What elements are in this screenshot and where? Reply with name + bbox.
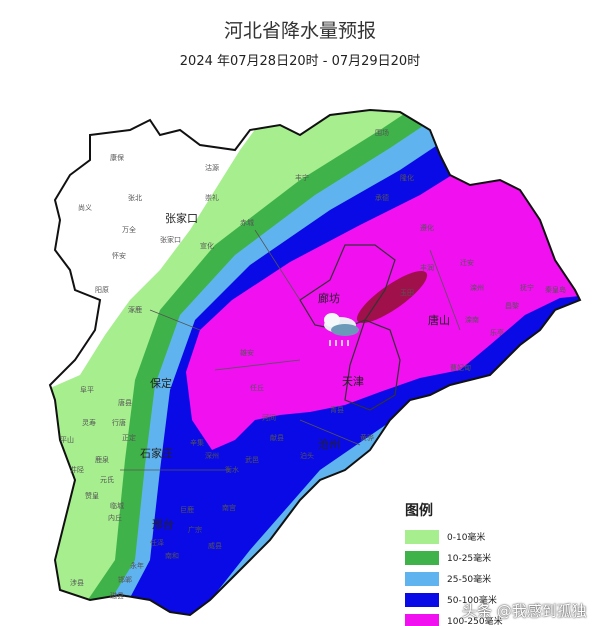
legend-item: 50-100毫米 — [405, 589, 503, 610]
city-label-minor: 阳原 — [95, 285, 109, 294]
city-label-major: 邢台 — [152, 517, 174, 531]
city-label-major: 廊坊 — [318, 291, 340, 305]
legend-item: 0-10毫米 — [405, 526, 503, 547]
city-label-minor: 承德 — [375, 193, 389, 202]
city-label-minor: 尚义 — [78, 203, 92, 212]
city-label-minor: 涉县 — [70, 578, 84, 587]
city-label-major: 张家口 — [165, 211, 198, 225]
city-label-minor: 平山 — [60, 435, 74, 444]
legend-swatch — [405, 550, 439, 565]
city-label-major: 天津 — [342, 375, 364, 388]
legend-label: 10-25毫米 — [447, 554, 492, 564]
city-label-minor: 丰润 — [420, 263, 434, 272]
city-label-minor: 任泽 — [150, 538, 164, 547]
map-title: 河北省降水量预报 — [223, 20, 376, 42]
city-label-minor: 青县 — [330, 405, 344, 414]
city-label-minor: 磁县 — [110, 591, 124, 600]
city-label-minor: 深州 — [205, 451, 219, 460]
city-label-minor: 正定 — [122, 433, 136, 442]
city-label-minor: 围场 — [375, 128, 389, 137]
city-label-minor: 隆化 — [400, 173, 414, 182]
city-label-minor: 灵寿 — [82, 418, 96, 427]
legend-label: 25-50毫米 — [447, 575, 492, 585]
city-label-minor: 滦州 — [470, 283, 484, 292]
city-label-minor: 河间 — [262, 414, 276, 422]
city-label-minor: 鹿泉 — [95, 455, 109, 464]
city-label-minor: 武邑 — [245, 455, 259, 464]
city-label-minor: 昌黎 — [505, 301, 519, 310]
legend-title: 图例 — [405, 503, 433, 519]
city-borders — [120, 229, 461, 471]
city-label-minor: 井陉 — [70, 465, 84, 474]
city-label-minor: 万全 — [122, 225, 136, 234]
city-label-minor: 秦皇岛 — [545, 285, 566, 294]
city-label-minor: 雄安 — [240, 348, 254, 357]
city-label-minor: 泊头 — [300, 451, 314, 460]
city-label-minor: 威县 — [208, 541, 222, 550]
city-label-minor: 永年 — [130, 561, 144, 570]
legend-swatch — [405, 529, 439, 544]
city-label-minor: 阜平 — [80, 385, 94, 394]
city-label-minor: 衡水 — [225, 465, 239, 474]
city-label-minor: 滦南 — [465, 315, 479, 324]
city-label-minor: 广宗 — [188, 525, 202, 534]
city-label-minor: 行唐 — [112, 418, 126, 427]
legend: 图例 0-10毫米 10-25毫米 25-50毫米 50-100毫米 100-250毫米 — [405, 500, 503, 626]
zone-250-plus — [356, 270, 428, 324]
legend-label: 100-250毫米 — [447, 617, 503, 626]
city-label-minor: 康保 — [110, 153, 124, 162]
city-label-minor: 唐县 — [118, 398, 132, 407]
city-label-minor: 迁安 — [460, 258, 474, 267]
city-label-minor: 沽源 — [205, 163, 219, 172]
city-label-minor: 任丘 — [250, 383, 264, 392]
city-label-minor: 宣化 — [200, 241, 214, 250]
legend-label: 0-10毫米 — [447, 533, 486, 543]
legend-swatch — [405, 571, 439, 586]
city-label-minor: 黄骅 — [360, 433, 374, 442]
city-label-minor: 南和 — [165, 551, 179, 560]
city-label-major: 石家庄 — [140, 446, 173, 460]
city-label-major: 保定 — [150, 376, 172, 390]
city-label-minor: 邯郸 — [118, 575, 132, 584]
legend-swatch — [405, 592, 439, 607]
city-label-major: 沧州 — [318, 437, 340, 451]
city-label-minor: 丰宁 — [295, 173, 309, 182]
city-label-minor: 抚宁 — [520, 283, 534, 292]
legend-item: 25-50毫米 — [405, 568, 503, 589]
legend-item: 100-250毫米 — [405, 610, 503, 626]
city-label-minor: 张北 — [128, 193, 142, 202]
city-label-minor: 怀安 — [112, 251, 126, 260]
city-label-minor: 元氏 — [100, 475, 114, 484]
city-label-minor: 巨鹿 — [180, 505, 194, 514]
legend-swatch — [405, 613, 439, 626]
city-label-minor: 献县 — [270, 433, 284, 442]
zone-100-250 — [186, 170, 580, 450]
city-label-minor: 内丘 — [108, 513, 122, 522]
rain-cloud-icon — [324, 313, 359, 346]
map-subtitle: 2024 年07月28日20时 - 07月29日20时 — [179, 54, 421, 69]
city-label-minor: 辛集 — [190, 438, 204, 447]
tianjin-border — [344, 319, 401, 411]
city-label-minor: 玉田 — [400, 289, 414, 297]
city-label-minor: 涿鹿 — [128, 305, 142, 314]
city-label-major: 唐山 — [428, 313, 450, 327]
legend-item: 10-25毫米 — [405, 547, 503, 568]
city-label-minor: 张家口 — [160, 235, 181, 244]
city-label-minor: 遵化 — [420, 223, 434, 232]
city-label-minor: 南宫 — [222, 503, 236, 512]
city-label-minor: 临城 — [110, 501, 124, 510]
city-label-minor: 赤城 — [240, 219, 254, 227]
city-label-minor: 赞皇 — [85, 491, 99, 500]
city-label-minor: 崇礼 — [205, 193, 219, 202]
city-label-minor: 曹妃甸 — [450, 363, 471, 372]
watermark: 头条 @我感到孤独 — [462, 602, 587, 620]
legend-label: 50-100毫米 — [447, 596, 497, 606]
city-label-minor: 乐亭 — [490, 328, 504, 337]
